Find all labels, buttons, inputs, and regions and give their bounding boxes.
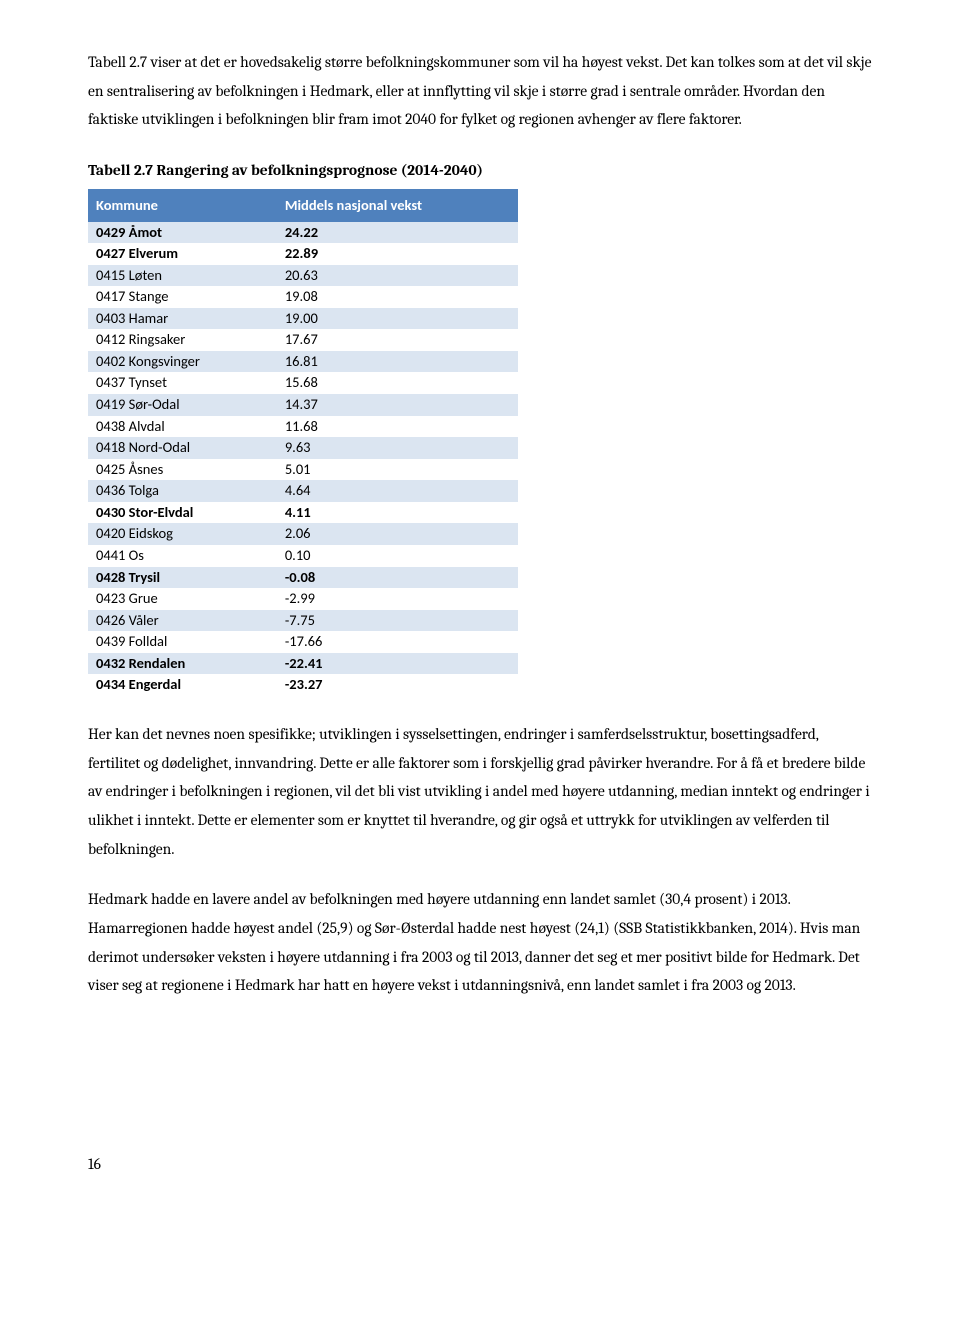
table-row: 0438 Alvdal11.68 <box>88 416 518 438</box>
cell-kommune: 0425 Åsnes <box>88 459 277 481</box>
table-row: 0402 Kongsvinger16.81 <box>88 351 518 373</box>
cell-value: 24.22 <box>277 221 518 243</box>
cell-value: -23.27 <box>277 674 518 696</box>
table-row: 0439 Folldal-17.66 <box>88 631 518 653</box>
cell-kommune: 0434 Engerdal <box>88 674 277 696</box>
col-kommune-header: Kommune <box>88 189 277 221</box>
cell-kommune: 0441 Os <box>88 545 277 567</box>
cell-value: -7.75 <box>277 610 518 632</box>
cell-kommune: 0438 Alvdal <box>88 416 277 438</box>
cell-kommune: 0437 Tynset <box>88 372 277 394</box>
table-row: 0426 Våler-7.75 <box>88 610 518 632</box>
table-row: 0427 Elverum22.89 <box>88 243 518 265</box>
cell-kommune: 0417 Stange <box>88 286 277 308</box>
table-row: 0423 Grue-2.99 <box>88 588 518 610</box>
cell-kommune: 0428 Trysil <box>88 567 277 589</box>
cell-value: -17.66 <box>277 631 518 653</box>
table-row: 0425 Åsnes5.01 <box>88 459 518 481</box>
cell-kommune: 0427 Elverum <box>88 243 277 265</box>
cell-value: -2.99 <box>277 588 518 610</box>
col-vekst-header: Middels nasjonal vekst <box>277 189 518 221</box>
cell-kommune: 0426 Våler <box>88 610 277 632</box>
cell-value: 5.01 <box>277 459 518 481</box>
cell-kommune: 0429 Åmot <box>88 221 277 243</box>
cell-value: -0.08 <box>277 567 518 589</box>
paragraph-2: Her kan det nevnes noen spesifikke; utvi… <box>88 720 872 863</box>
cell-kommune: 0415 Løten <box>88 265 277 287</box>
cell-value: -22.41 <box>277 653 518 675</box>
cell-value: 19.08 <box>277 286 518 308</box>
cell-value: 15.68 <box>277 372 518 394</box>
paragraph-1: Tabell 2.7 viser at det er hovedsakelig … <box>88 48 872 134</box>
table-row: 0441 Os0.10 <box>88 545 518 567</box>
table-row: 0428 Trysil-0.08 <box>88 567 518 589</box>
cell-value: 11.68 <box>277 416 518 438</box>
table-row: 0418 Nord-Odal9.63 <box>88 437 518 459</box>
cell-value: 16.81 <box>277 351 518 373</box>
population-table: Kommune Middels nasjonal vekst 0429 Åmot… <box>88 189 518 696</box>
cell-kommune: 0439 Folldal <box>88 631 277 653</box>
cell-value: 14.37 <box>277 394 518 416</box>
cell-value: 4.11 <box>277 502 518 524</box>
cell-kommune: 0436 Tolga <box>88 480 277 502</box>
table-row: 0437 Tynset15.68 <box>88 372 518 394</box>
table-title: Tabell 2.7 Rangering av befolkningsprogn… <box>88 156 872 185</box>
page-number: 16 <box>88 1150 872 1179</box>
cell-value: 22.89 <box>277 243 518 265</box>
cell-kommune: 0432 Rendalen <box>88 653 277 675</box>
cell-kommune: 0402 Kongsvinger <box>88 351 277 373</box>
cell-value: 19.00 <box>277 308 518 330</box>
cell-value: 17.67 <box>277 329 518 351</box>
table-row: 0415 Løten20.63 <box>88 265 518 287</box>
cell-value: 20.63 <box>277 265 518 287</box>
cell-kommune: 0430 Stor-Elvdal <box>88 502 277 524</box>
cell-kommune: 0418 Nord-Odal <box>88 437 277 459</box>
cell-kommune: 0419 Sør-Odal <box>88 394 277 416</box>
table-row: 0419 Sør-Odal14.37 <box>88 394 518 416</box>
table-row: 0403 Hamar19.00 <box>88 308 518 330</box>
table-row: 0430 Stor-Elvdal4.11 <box>88 502 518 524</box>
table-row: 0434 Engerdal-23.27 <box>88 674 518 696</box>
table-row: 0420 Eidskog2.06 <box>88 523 518 545</box>
table-row: 0412 Ringsaker17.67 <box>88 329 518 351</box>
cell-kommune: 0423 Grue <box>88 588 277 610</box>
table-body: 0429 Åmot24.220427 Elverum22.890415 Løte… <box>88 221 518 696</box>
cell-value: 2.06 <box>277 523 518 545</box>
page-content: Tabell 2.7 viser at det er hovedsakelig … <box>0 0 960 1219</box>
cell-value: 9.63 <box>277 437 518 459</box>
cell-value: 0.10 <box>277 545 518 567</box>
table-row: 0436 Tolga4.64 <box>88 480 518 502</box>
table-row: 0432 Rendalen-22.41 <box>88 653 518 675</box>
table-row: 0429 Åmot24.22 <box>88 221 518 243</box>
table-header-row: Kommune Middels nasjonal vekst <box>88 189 518 221</box>
paragraph-3: Hedmark hadde en lavere andel av befolkn… <box>88 885 872 1000</box>
cell-value: 4.64 <box>277 480 518 502</box>
cell-kommune: 0420 Eidskog <box>88 523 277 545</box>
cell-kommune: 0403 Hamar <box>88 308 277 330</box>
table-row: 0417 Stange19.08 <box>88 286 518 308</box>
cell-kommune: 0412 Ringsaker <box>88 329 277 351</box>
